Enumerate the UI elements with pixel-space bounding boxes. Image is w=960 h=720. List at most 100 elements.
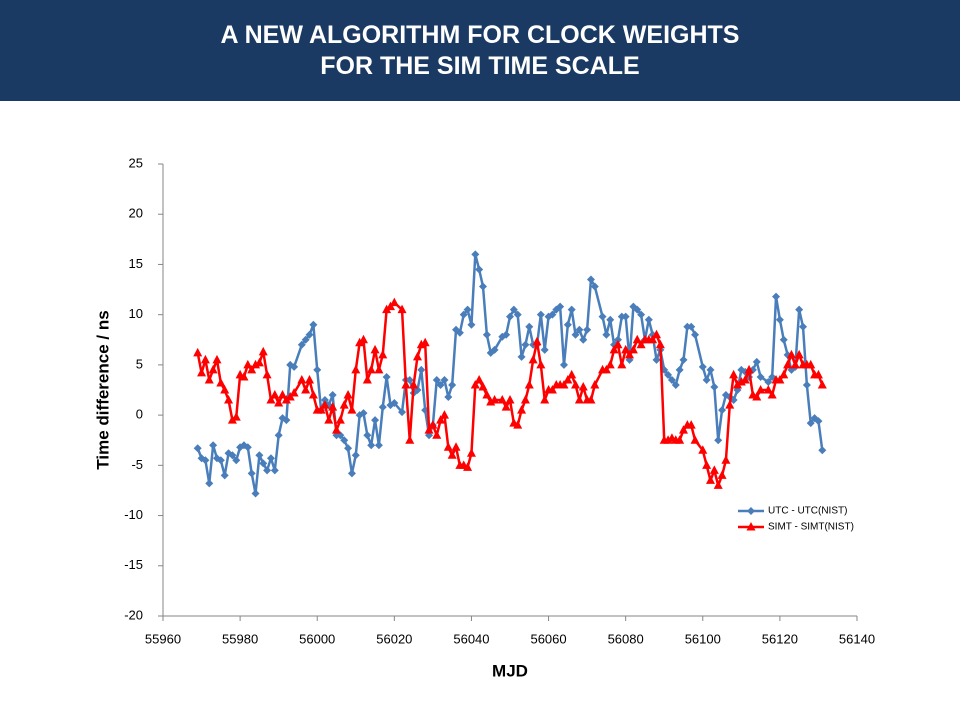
data-point bbox=[536, 359, 546, 369]
data-point bbox=[282, 416, 291, 425]
data-point bbox=[340, 436, 349, 445]
y-tick-label: 20 bbox=[129, 206, 143, 221]
data-point bbox=[718, 406, 727, 415]
data-point bbox=[216, 377, 226, 387]
data-point bbox=[227, 415, 237, 424]
data-point bbox=[398, 408, 407, 417]
data-point bbox=[786, 349, 796, 359]
data-point bbox=[795, 305, 804, 314]
data-point bbox=[467, 320, 476, 329]
data-point bbox=[775, 374, 785, 384]
data-point bbox=[412, 351, 422, 361]
data-point bbox=[370, 344, 380, 354]
data-point bbox=[721, 455, 731, 464]
data-point bbox=[231, 412, 241, 421]
data-point bbox=[355, 337, 365, 347]
data-point bbox=[301, 385, 311, 394]
data-point bbox=[466, 448, 476, 457]
data-point bbox=[687, 322, 696, 331]
data-point bbox=[644, 315, 653, 324]
data-point bbox=[664, 370, 673, 379]
data-point bbox=[632, 334, 642, 344]
data-point bbox=[556, 302, 565, 311]
y-tick-label: 25 bbox=[129, 155, 143, 170]
data-point bbox=[301, 335, 310, 344]
data-point bbox=[521, 340, 530, 349]
data-point bbox=[667, 375, 676, 384]
data-point bbox=[424, 425, 434, 434]
x-tick-label: 56040 bbox=[453, 631, 489, 646]
data-point bbox=[575, 325, 584, 334]
data-point bbox=[574, 395, 584, 404]
data-point bbox=[482, 330, 491, 339]
data-point bbox=[625, 349, 635, 359]
data-point bbox=[702, 375, 711, 384]
data-point bbox=[613, 339, 623, 349]
y-tick-label: 5 bbox=[136, 356, 143, 371]
data-point bbox=[744, 364, 754, 374]
data-point bbox=[652, 329, 662, 339]
data-point bbox=[717, 470, 727, 479]
data-point bbox=[806, 359, 816, 369]
data-point bbox=[690, 435, 700, 444]
data-point bbox=[197, 367, 207, 377]
data-point bbox=[799, 322, 808, 331]
data-point bbox=[359, 409, 368, 418]
data-point bbox=[571, 330, 580, 339]
legend-marker bbox=[747, 507, 755, 515]
data-point bbox=[316, 405, 326, 414]
data-point bbox=[729, 369, 739, 379]
y-tick-label: -20 bbox=[124, 607, 143, 622]
data-point bbox=[243, 359, 253, 369]
data-point bbox=[220, 385, 230, 394]
data-point bbox=[602, 330, 611, 339]
data-point bbox=[262, 369, 272, 379]
data-point bbox=[428, 420, 438, 429]
data-point bbox=[193, 347, 203, 357]
data-point bbox=[590, 282, 599, 291]
data-point bbox=[520, 395, 530, 404]
data-point bbox=[339, 400, 349, 409]
data-point bbox=[463, 462, 473, 471]
y-tick-label: -10 bbox=[124, 507, 143, 522]
data-point bbox=[347, 405, 357, 414]
legend-marker bbox=[746, 522, 756, 531]
x-tick-label: 56060 bbox=[530, 631, 566, 646]
data-point bbox=[471, 250, 480, 259]
y-tick-label: 15 bbox=[129, 256, 143, 271]
data-point bbox=[517, 405, 527, 414]
data-point bbox=[590, 379, 600, 389]
data-point bbox=[813, 369, 823, 379]
data-point bbox=[583, 325, 592, 334]
data-point bbox=[436, 380, 445, 389]
data-point bbox=[756, 385, 766, 394]
data-point bbox=[548, 310, 557, 319]
data-point bbox=[389, 297, 399, 307]
data-point bbox=[713, 480, 723, 489]
data-point bbox=[397, 304, 407, 314]
data-point bbox=[374, 441, 383, 450]
data-point bbox=[205, 479, 214, 488]
data-point bbox=[633, 305, 642, 314]
data-point bbox=[679, 425, 688, 434]
data-point bbox=[490, 395, 500, 404]
data-point bbox=[266, 454, 275, 463]
data-point bbox=[598, 312, 607, 321]
data-point bbox=[305, 330, 314, 339]
x-axis-label: MJD bbox=[492, 661, 528, 680]
data-point bbox=[601, 364, 611, 374]
data-point bbox=[609, 344, 619, 354]
data-point bbox=[243, 443, 252, 452]
data-point bbox=[497, 395, 507, 404]
legend-label: SIMT - SIMT(NIST) bbox=[768, 522, 854, 533]
data-point bbox=[772, 292, 781, 301]
data-point bbox=[479, 282, 488, 291]
data-point bbox=[247, 469, 256, 478]
data-point bbox=[328, 391, 337, 400]
data-point bbox=[347, 469, 356, 478]
data-point bbox=[309, 320, 318, 329]
data-point bbox=[371, 416, 380, 425]
data-point bbox=[247, 364, 257, 374]
